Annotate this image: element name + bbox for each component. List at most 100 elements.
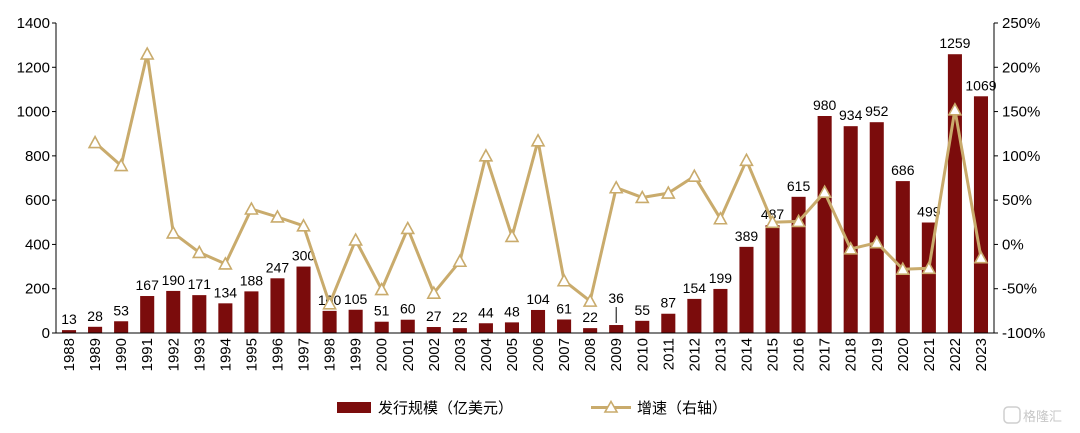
line-point xyxy=(973,250,989,264)
x-tick-label: 2006 xyxy=(530,338,547,371)
bar-data-label: 171 xyxy=(188,276,212,292)
bar-data-label: 190 xyxy=(162,272,186,288)
line-point xyxy=(374,281,390,296)
x-tick-label: 2019 xyxy=(869,338,886,371)
legend-line-label: 增速（右轴） xyxy=(637,399,727,417)
bar xyxy=(140,296,155,333)
line-point xyxy=(739,152,754,167)
bar xyxy=(114,321,129,333)
line-point xyxy=(895,261,911,276)
right-axis-ticks: -100% -50% 0% 50% 100% 150% 200% 250% xyxy=(1002,15,1045,342)
right-tick-label: 250% xyxy=(1002,15,1040,32)
bar-data-label: 134 xyxy=(214,284,238,300)
legend: 发行规模（亿美元） 增速（右轴） xyxy=(337,399,727,417)
bar-data-label: 55 xyxy=(634,302,650,318)
x-tick-label: 2011 xyxy=(660,338,677,370)
x-tick-label: 2022 xyxy=(947,338,964,371)
line-point xyxy=(765,214,780,229)
x-tick-label: 2012 xyxy=(686,338,703,371)
bar xyxy=(400,319,415,333)
line-point xyxy=(400,220,416,235)
bar-data-label: 154 xyxy=(683,280,707,296)
x-tick-label: 2010 xyxy=(634,338,651,371)
bar xyxy=(635,320,650,333)
line-point xyxy=(582,293,598,307)
bar xyxy=(947,54,962,333)
x-tick-label: 1989 xyxy=(87,338,104,371)
bar xyxy=(426,327,441,333)
bar-data-label: 980 xyxy=(813,97,837,113)
line-point xyxy=(244,201,259,215)
bar-data-label: 51 xyxy=(374,303,390,319)
x-tick-label: 2002 xyxy=(426,338,443,371)
x-tick-label: 1992 xyxy=(165,338,182,371)
bar xyxy=(166,290,181,333)
bar xyxy=(374,321,389,333)
line-point xyxy=(530,133,546,147)
watermark-text: 格隆汇 xyxy=(1023,409,1062,425)
legend-triangle-marker xyxy=(603,399,619,413)
line-point xyxy=(791,213,806,228)
bar-data-label: 36 xyxy=(608,290,624,306)
left-tick-label: 0 xyxy=(42,325,50,342)
x-tick-label: 2003 xyxy=(452,338,469,371)
x-tick-label: 2016 xyxy=(791,338,808,371)
bar-data-label: 499 xyxy=(917,204,941,220)
right-tick-label: 200% xyxy=(1002,59,1040,76)
line-point xyxy=(843,241,859,255)
left-tick-label: 1200 xyxy=(17,59,50,76)
bar xyxy=(218,303,233,333)
left-tick-label: 1000 xyxy=(17,104,50,121)
bar-data-label: 389 xyxy=(735,228,759,244)
bar xyxy=(895,181,910,333)
bar xyxy=(192,295,207,333)
bar-data-label: 952 xyxy=(865,103,889,119)
line-point xyxy=(817,184,832,198)
left-tick-label: 800 xyxy=(25,148,50,165)
bar-data-label: 300 xyxy=(292,248,316,264)
bar xyxy=(530,309,546,333)
x-tick-label: 2013 xyxy=(712,338,729,371)
x-tick-label: 2017 xyxy=(817,338,834,371)
bar-data-label: 199 xyxy=(709,270,733,286)
x-tick-label: 2021 xyxy=(921,338,938,371)
x-tick-label: 1995 xyxy=(243,338,260,371)
x-axis-ticks: 1988 1989 1990 1991 1992 1993 1994 1995 1996 1997… xyxy=(61,338,990,371)
bar xyxy=(296,266,311,333)
left-axis-ticks: 0 200 400 600 800 1000 1200 1400 xyxy=(17,15,50,342)
bar-data-label: 686 xyxy=(891,162,915,178)
line-point xyxy=(139,46,155,60)
line-point xyxy=(687,168,702,183)
bar xyxy=(687,298,702,333)
line-point xyxy=(87,134,103,149)
bar-series xyxy=(61,54,989,334)
bar-data-label: 188 xyxy=(240,272,264,288)
line-point xyxy=(921,260,937,275)
bar xyxy=(478,323,493,333)
line-point xyxy=(713,211,728,225)
line-point xyxy=(348,232,363,246)
watermark: 格隆汇 xyxy=(1003,406,1062,425)
bar xyxy=(661,313,676,333)
bar-data-label: 53 xyxy=(113,302,129,318)
line-point xyxy=(947,102,963,116)
line-point xyxy=(191,244,207,259)
bar xyxy=(348,309,363,333)
x-tick-label: 1993 xyxy=(191,338,208,371)
bar-data-label: 61 xyxy=(556,300,572,316)
bar xyxy=(973,96,989,334)
left-tick-label: 400 xyxy=(25,236,50,253)
line-point xyxy=(608,180,624,194)
bar xyxy=(739,246,754,333)
line-point xyxy=(270,209,285,223)
bar-data-label: 1069 xyxy=(965,77,996,93)
line-point xyxy=(869,234,885,249)
left-tick-label: 600 xyxy=(25,192,50,209)
watermark-icon xyxy=(1003,406,1021,424)
x-tick-label: 1998 xyxy=(322,338,339,371)
line-series xyxy=(87,46,989,310)
x-tick-label: 2000 xyxy=(374,338,391,371)
right-tick-label: 100% xyxy=(1002,148,1040,165)
bar-data-label: 28 xyxy=(87,308,103,324)
